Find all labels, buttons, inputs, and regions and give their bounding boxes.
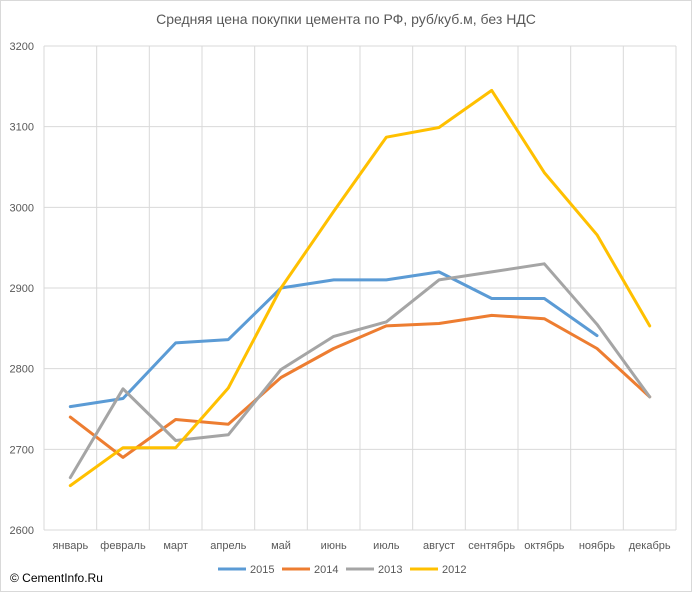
x-tick-label: июнь bbox=[321, 540, 347, 552]
y-tick-label: 3000 bbox=[10, 202, 34, 214]
x-tick-label: сентябрь bbox=[468, 540, 515, 552]
series-line-2012 bbox=[68, 88, 652, 488]
legend-label: 2014 bbox=[314, 564, 338, 576]
x-tick-label: апрель bbox=[210, 540, 246, 552]
x-tick-label: январь bbox=[52, 540, 88, 552]
y-tick-label: 2900 bbox=[10, 283, 34, 295]
copyright-text: © CementInfo.Ru bbox=[10, 571, 103, 585]
y-tick-label: 3200 bbox=[10, 41, 34, 53]
grid bbox=[43, 45, 677, 531]
legend-item-2013: 2013 bbox=[346, 564, 402, 576]
legend-item-2015: 2015 bbox=[218, 564, 274, 576]
x-tick-label: ноябрь bbox=[579, 540, 616, 552]
legend-label: 2012 bbox=[442, 564, 466, 576]
legend: 2015 2014 2013 2012 bbox=[218, 564, 466, 576]
y-tick-label: 2600 bbox=[10, 525, 34, 537]
y-tick-label: 3100 bbox=[10, 122, 34, 134]
chart-title: Средняя цена покупки цемента по РФ, руб/… bbox=[156, 11, 536, 27]
x-tick-label: май bbox=[271, 540, 291, 552]
series-line-2015 bbox=[68, 270, 599, 409]
y-axis-ticks: 2600 2700 2800 2900 3000 3100 3200 bbox=[10, 41, 34, 537]
series-lines bbox=[68, 88, 652, 488]
x-tick-label: август bbox=[423, 540, 455, 552]
y-tick-label: 2700 bbox=[10, 444, 34, 456]
x-tick-label: февраль bbox=[100, 540, 146, 552]
x-tick-label: октябрь bbox=[524, 540, 564, 552]
legend-item-2014: 2014 bbox=[282, 564, 338, 576]
legend-label: 2015 bbox=[250, 564, 274, 576]
series-line-2013 bbox=[68, 262, 652, 480]
x-tick-label: март bbox=[163, 540, 188, 552]
series-line-2014 bbox=[68, 313, 652, 459]
x-tick-label: июль bbox=[373, 540, 400, 552]
y-tick-label: 2800 bbox=[10, 364, 34, 376]
x-tick-label: декабрь bbox=[629, 540, 671, 552]
x-axis-ticks: январь февраль март апрель май июнь июль август… bbox=[52, 540, 670, 552]
legend-item-2012: 2012 bbox=[410, 564, 466, 576]
legend-label: 2013 bbox=[378, 564, 402, 576]
